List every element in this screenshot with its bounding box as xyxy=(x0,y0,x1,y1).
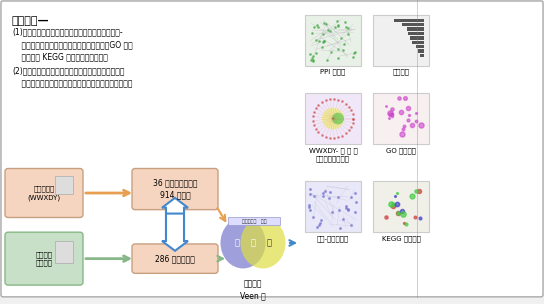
Text: 关节假体
周围感染: 关节假体 周围感染 xyxy=(35,251,53,266)
FancyBboxPatch shape xyxy=(132,168,218,210)
Bar xyxy=(420,54,424,57)
Bar xyxy=(416,45,424,49)
Bar xyxy=(412,41,424,44)
Ellipse shape xyxy=(220,217,265,268)
Bar xyxy=(407,27,424,31)
Bar xyxy=(402,23,424,26)
FancyBboxPatch shape xyxy=(1,1,543,297)
FancyBboxPatch shape xyxy=(5,168,83,217)
Text: 交集靶点
Veen 图: 交集靶点 Veen 图 xyxy=(240,279,266,300)
FancyArrow shape xyxy=(162,198,188,235)
Ellipse shape xyxy=(240,217,286,268)
Bar xyxy=(410,36,424,40)
FancyArrow shape xyxy=(162,214,188,251)
Bar xyxy=(55,241,73,263)
Text: 靶: 靶 xyxy=(234,238,239,247)
Text: 文章特点—: 文章特点— xyxy=(12,16,50,26)
Text: 五味消毒饮   关节: 五味消毒饮 关节 xyxy=(242,219,267,224)
Bar xyxy=(408,32,424,35)
Bar xyxy=(418,50,424,53)
Bar xyxy=(305,181,361,232)
Bar xyxy=(373,181,429,232)
Bar xyxy=(373,93,429,144)
Ellipse shape xyxy=(332,113,344,124)
Text: KEGG 富集分析: KEGG 富集分析 xyxy=(381,235,421,242)
Text: 36 种有效化合物及
914 个靶点: 36 种有效化合物及 914 个靶点 xyxy=(153,178,197,200)
FancyBboxPatch shape xyxy=(132,244,218,273)
Bar xyxy=(305,93,361,144)
Bar xyxy=(373,15,429,66)
FancyBboxPatch shape xyxy=(5,232,83,285)
Text: 五味消毒饮
(WWXDY): 五味消毒饮 (WWXDY) xyxy=(27,185,60,201)
Ellipse shape xyxy=(322,108,344,129)
Text: 通路-靶点网络图: 通路-靶点网络图 xyxy=(317,235,349,242)
Text: (1)构建五味消毒饮治疗关节假体周围感染的化合物-
    靶点可视化网络并进行蛋白相互作用网络、GO 功能
    富集以及 KEGG 信号通路富集分析；: (1)构建五味消毒饮治疗关节假体周围感染的化合物- 靶点可视化网络并进行蛋白相互… xyxy=(12,27,133,61)
Bar xyxy=(394,19,424,22)
Text: 疾: 疾 xyxy=(267,238,271,247)
Text: 核心基因: 核心基因 xyxy=(393,69,410,75)
Text: (2)初步预测了五味消毒饮治疗关节假体周围感染的分
    子作用机制，为基础实验研究提供理论依据和新方向。: (2)初步预测了五味消毒饮治疗关节假体周围感染的分 子作用机制，为基础实验研究提… xyxy=(12,67,133,88)
Text: WWXDY- 关 节 假
体周围感染网络图: WWXDY- 关 节 假 体周围感染网络图 xyxy=(308,147,357,162)
Text: PPI 网络图: PPI 网络图 xyxy=(320,69,345,75)
Bar xyxy=(55,176,73,194)
Bar xyxy=(305,15,361,66)
Text: 286 个疾病靶点: 286 个疾病靶点 xyxy=(155,254,195,263)
Text: 点: 点 xyxy=(250,238,256,247)
Bar xyxy=(228,217,280,225)
Text: GO 富集分析: GO 富集分析 xyxy=(386,147,416,154)
